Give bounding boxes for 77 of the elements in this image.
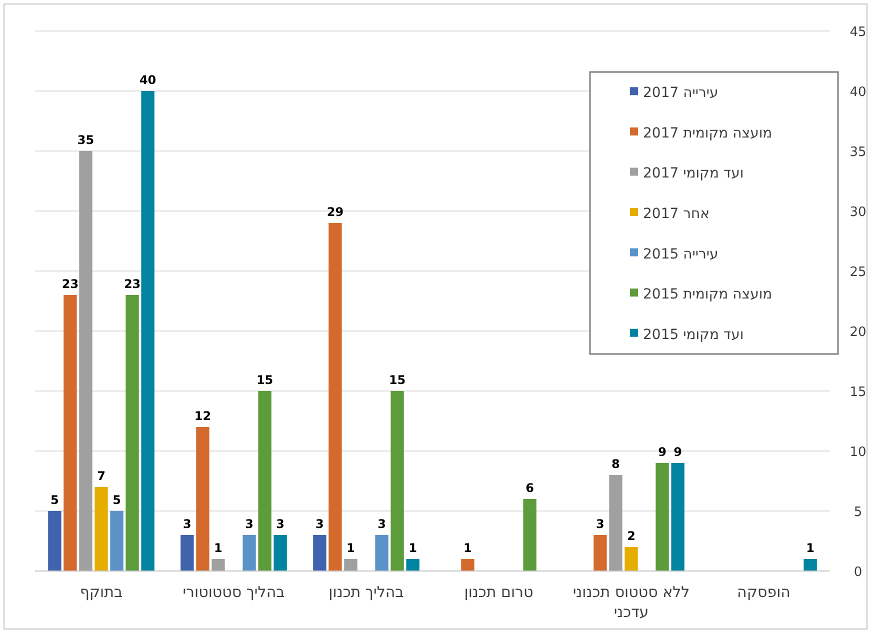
legend-label: עירייה 2015 [643, 246, 718, 262]
y-tick-label: 25 [850, 265, 866, 280]
legend-label: מועצה מקומית 2015 [643, 286, 772, 303]
bar [594, 535, 607, 571]
data-label: 1 [408, 541, 417, 555]
data-label: 29 [326, 205, 344, 219]
bar [196, 427, 210, 571]
x-tick-label: בתוקף [80, 583, 123, 601]
bar [141, 91, 154, 571]
bar [126, 295, 139, 571]
bar [313, 535, 326, 571]
y-tick-label: 20 [850, 325, 866, 340]
y-tick-label: 30 [850, 205, 866, 220]
y-tick-label: 10 [850, 445, 866, 460]
x-tick-label: הופסקה [737, 583, 790, 601]
bar [79, 151, 92, 571]
data-label: 15 [256, 373, 274, 387]
legend-label: אחר 2017 [643, 206, 710, 222]
bar [212, 559, 225, 571]
data-label: 23 [124, 277, 141, 291]
bar [64, 295, 77, 571]
x-tick-label: בהליך סטטוטורי [182, 583, 286, 601]
legend-label: ועד מקומי 2017 [643, 166, 744, 182]
legend-label: ועד מקומי 2015 [643, 326, 744, 343]
data-label: 9 [674, 445, 682, 459]
bar [48, 511, 62, 571]
bar [406, 559, 420, 571]
bar [390, 391, 404, 571]
data-label: 3 [378, 517, 386, 531]
y-tick-label: 40 [850, 85, 866, 100]
data-label: 3 [183, 517, 192, 531]
bar [624, 547, 638, 571]
y-tick-label: 0 [854, 565, 862, 580]
x-tick-label: ללא סטטוס תכנוני עדכני [572, 583, 690, 621]
data-label: 7 [97, 469, 106, 483]
y-tick-label: 15 [850, 385, 866, 400]
data-label: 12 [194, 409, 212, 423]
y-tick-label: 5 [854, 505, 862, 520]
legend-label: מועצה מקומית 2017 [643, 125, 772, 142]
data-label: 1 [346, 541, 355, 555]
legend-label: עירייה 2017 [643, 85, 718, 102]
bar [656, 463, 669, 571]
bar [110, 511, 124, 571]
bar [461, 559, 474, 571]
y-tick-label: 45 [850, 25, 866, 40]
data-label: 5 [50, 493, 59, 507]
x-tick-label: טרום תכנון [464, 583, 534, 601]
bar [180, 535, 194, 571]
data-label: 40 [139, 73, 156, 87]
bar [523, 499, 536, 571]
data-label: 3 [596, 517, 604, 531]
bar [274, 535, 287, 571]
data-label: 1 [464, 541, 472, 555]
data-label: 2 [627, 529, 636, 543]
data-label: 8 [612, 457, 620, 471]
bar [344, 559, 358, 571]
data-label: 1 [806, 541, 814, 555]
bar [804, 559, 817, 571]
data-label: 23 [62, 277, 79, 291]
data-label: 9 [658, 445, 666, 459]
bar [328, 223, 342, 571]
data-label: 3 [316, 517, 324, 531]
bar [671, 463, 684, 571]
bar [242, 535, 256, 571]
data-label: 5 [112, 493, 121, 507]
data-label: 3 [245, 517, 254, 531]
bar [94, 487, 108, 571]
data-label: 35 [77, 133, 94, 147]
data-label: 1 [214, 541, 222, 555]
y-tick-label: 35 [850, 145, 866, 160]
data-label: 3 [276, 517, 284, 531]
bar [609, 475, 622, 571]
data-label: 15 [388, 373, 406, 387]
x-tick-label: בהליך תכנון [328, 583, 404, 601]
data-label: 6 [526, 481, 534, 495]
bar [375, 535, 388, 571]
bar [258, 391, 272, 571]
